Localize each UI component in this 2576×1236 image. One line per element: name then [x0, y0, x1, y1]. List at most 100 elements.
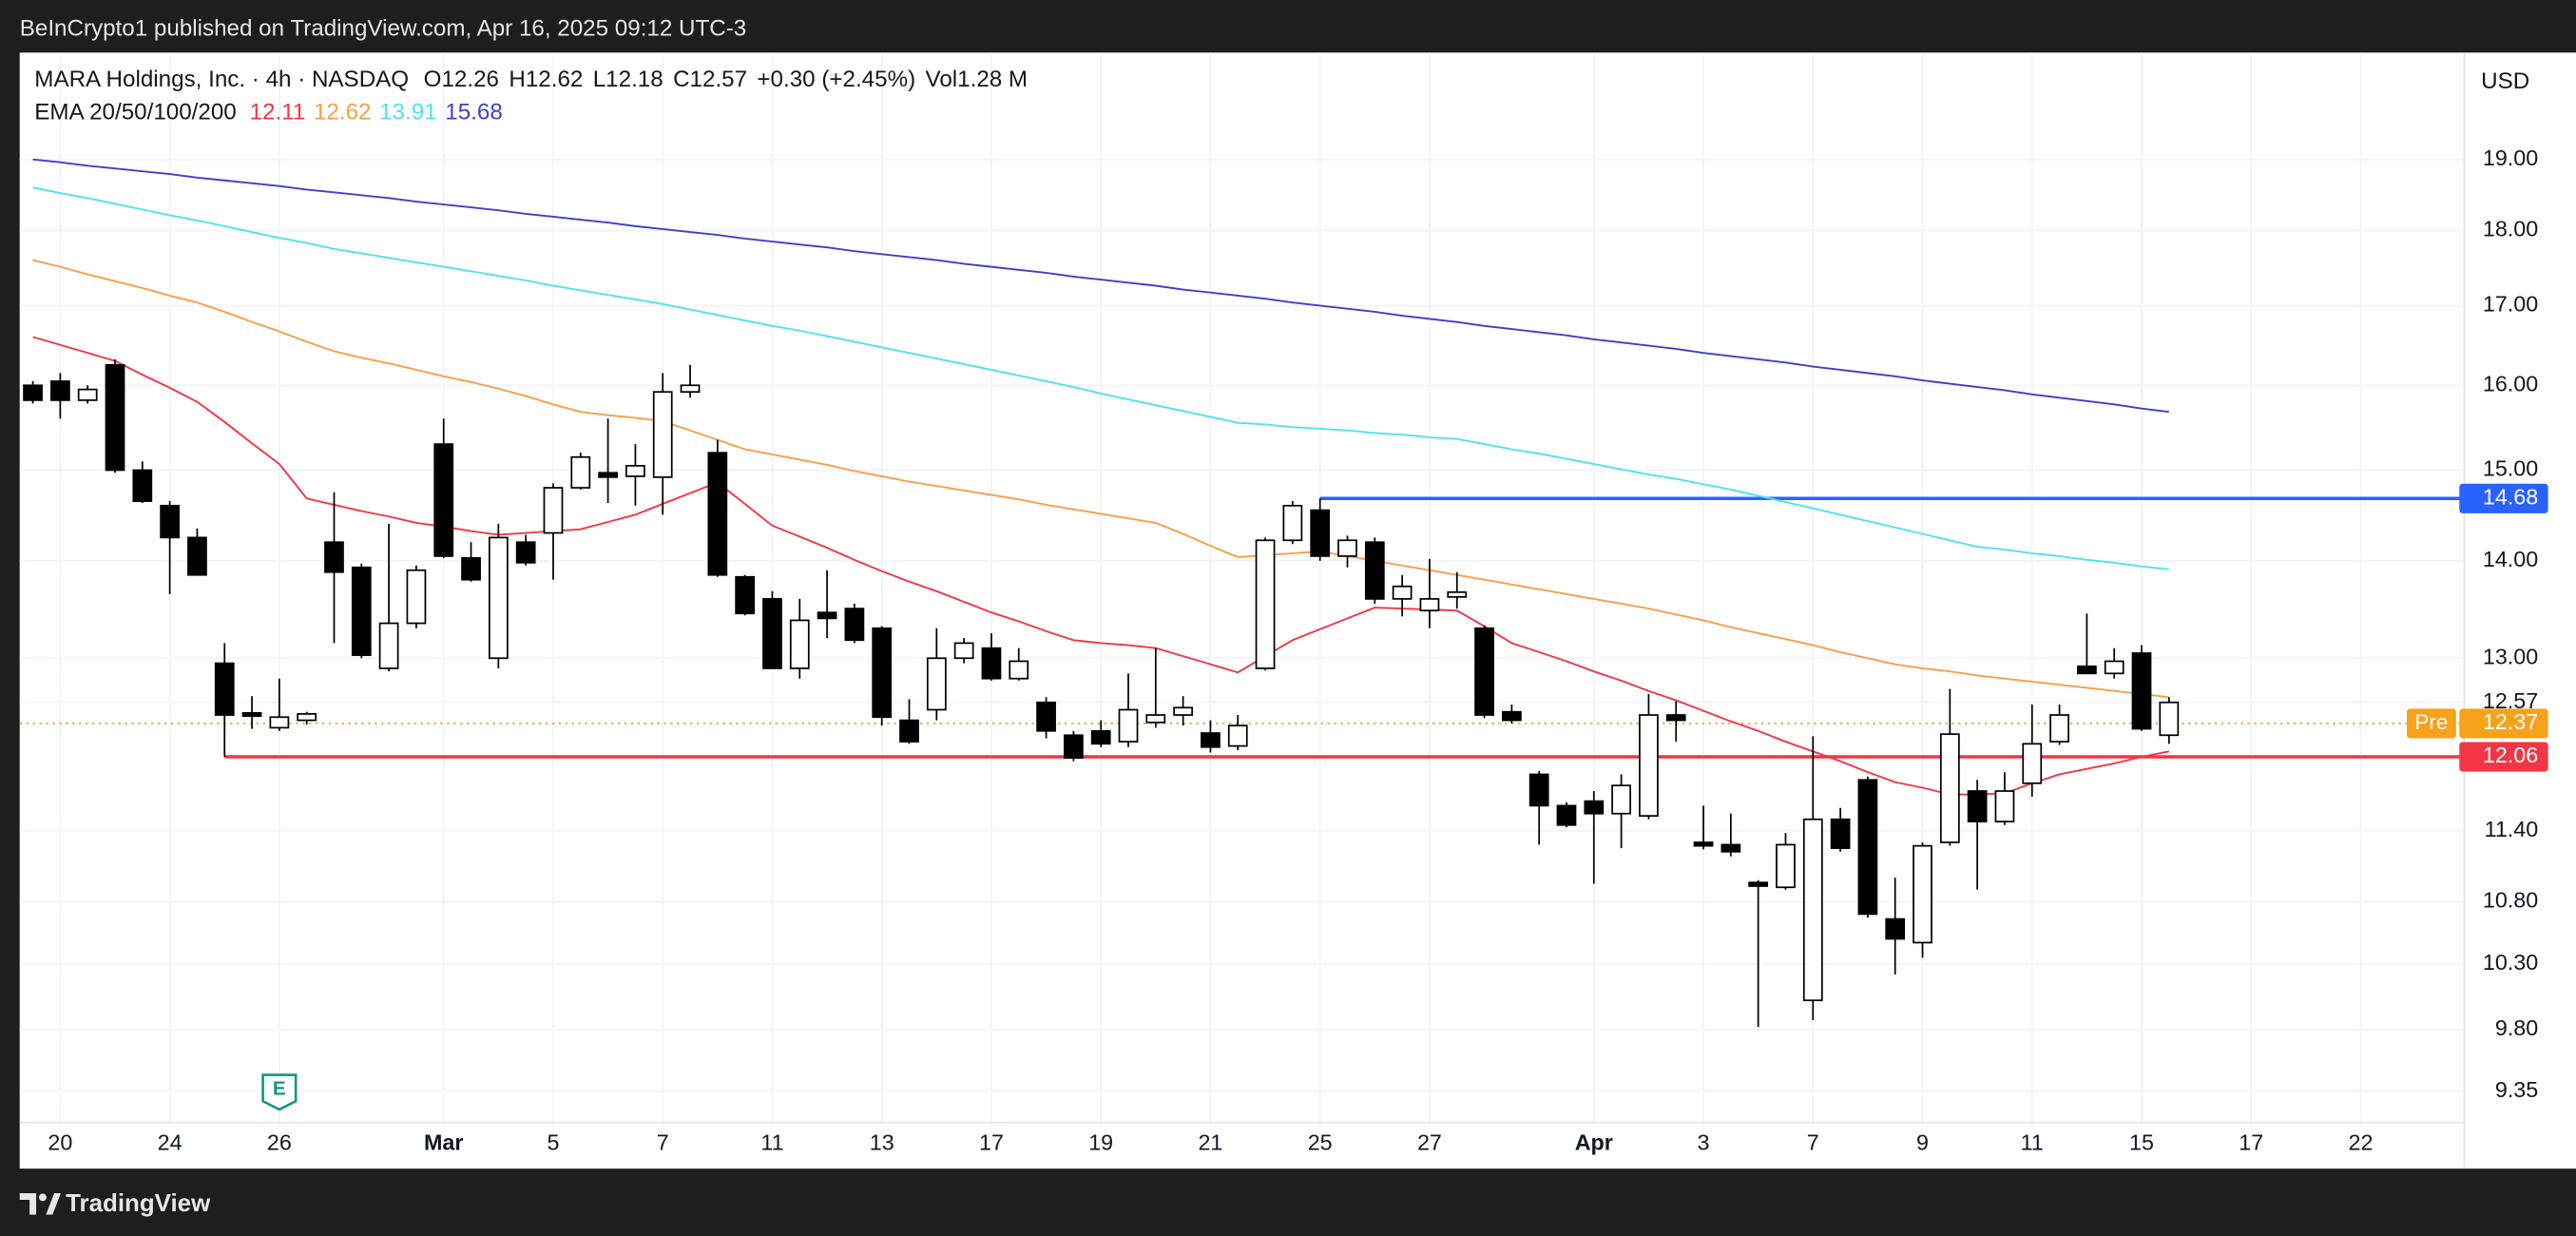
- price-label-box: [2459, 742, 2548, 772]
- ema-line: [32, 158, 2169, 414]
- candle-body: [297, 713, 317, 722]
- event-badge: [261, 1073, 298, 1111]
- candle-body: [214, 662, 235, 716]
- candle-body: [132, 469, 153, 502]
- attribution: BeInCrypto1 published on TradingView.com…: [20, 16, 747, 42]
- candle-body: [570, 455, 591, 489]
- candle-body: [23, 384, 43, 401]
- candle-body: [2131, 652, 2152, 730]
- grid: [19, 52, 2465, 1123]
- candle-body: [1090, 729, 1111, 745]
- candle-body: [872, 627, 893, 719]
- candle-body: [433, 443, 454, 557]
- candle-body: [2104, 660, 2124, 675]
- candle-body: [543, 487, 564, 534]
- legend-close: C12.57: [673, 67, 747, 92]
- candle-body: [1830, 818, 1851, 849]
- candle-body: [1665, 714, 1686, 722]
- x-tick-label: 17: [2239, 1130, 2263, 1154]
- y-tick-label: 10.30: [2483, 950, 2538, 975]
- candle-body: [625, 465, 645, 477]
- price-label-box: [2459, 483, 2548, 513]
- candle-body: [1227, 724, 1248, 747]
- brand-logo: [19, 1193, 61, 1215]
- candle-body: [844, 608, 865, 642]
- logo-shape: [46, 1193, 61, 1215]
- candle-body: [2022, 743, 2043, 784]
- candle-body: [105, 363, 125, 472]
- x-tick-label: 5: [547, 1130, 559, 1154]
- ema-line: [32, 259, 2169, 699]
- x-tick-label: 15: [2129, 1130, 2154, 1154]
- candle-body: [1255, 539, 1276, 669]
- candle-body: [1474, 627, 1494, 716]
- x-tick-label: 7: [1807, 1130, 1819, 1154]
- y-tick-label: 15.00: [2483, 456, 2538, 481]
- candle-body: [1528, 773, 1549, 807]
- candle-body: [1447, 590, 1468, 598]
- x-tick-label: 13: [870, 1130, 894, 1154]
- y-tick-label: 17.00: [2483, 292, 2538, 317]
- y-tick-label: 10.80: [2483, 888, 2538, 913]
- candle-body: [1419, 598, 1440, 612]
- candle-body: [1173, 706, 1193, 716]
- candle-body: [1584, 800, 1605, 815]
- x-tick-label: 25: [1308, 1130, 1333, 1154]
- chart-panel: [19, 52, 2576, 1169]
- indicator-value: 12.11: [250, 100, 306, 126]
- logo-dot: [38, 1193, 47, 1202]
- candle-body: [461, 557, 481, 581]
- x-tick-label: 20: [48, 1130, 72, 1154]
- brand: TradingView: [66, 1190, 211, 1217]
- candle-body: [1501, 710, 1522, 722]
- x-tick-label: Mar: [424, 1130, 463, 1154]
- candle-body: [378, 622, 399, 669]
- currency: USD: [2481, 68, 2529, 94]
- legend-symbol: MARA Holdings, Inc. · 4h · NASDAQ: [34, 67, 409, 92]
- candle-body: [680, 384, 701, 394]
- candle-body: [77, 388, 98, 401]
- candle-body: [515, 541, 536, 564]
- y-tick-label: 14.00: [2483, 547, 2538, 571]
- x-tick-label: 22: [2349, 1130, 2374, 1154]
- candle-body: [1748, 881, 1769, 887]
- price-label: 12.06: [2483, 743, 2538, 767]
- candle-body: [1201, 732, 1221, 748]
- indicator-value: 13.91: [379, 100, 437, 126]
- candle-body: [1913, 844, 1932, 944]
- y-tick-label: 11.40: [2485, 817, 2539, 841]
- candle-body: [789, 619, 810, 669]
- candle-body: [1556, 804, 1577, 826]
- candle-body: [1145, 714, 1166, 724]
- x-tick-label: 17: [979, 1130, 1004, 1154]
- candle-body: [1364, 541, 1385, 600]
- candle-body: [652, 391, 673, 478]
- y-tick-label: 13.00: [2483, 644, 2538, 668]
- candle-body: [1337, 539, 1357, 557]
- event-label: E: [273, 1078, 286, 1100]
- price-label-box: [2459, 708, 2548, 739]
- y-tick-label: 16.00: [2483, 371, 2538, 396]
- candle-body: [241, 711, 262, 717]
- x-tick-label: 7: [657, 1130, 669, 1154]
- candle-body: [1885, 917, 1906, 940]
- x-tick-label: 11: [760, 1130, 783, 1154]
- legend-change: +0.30 (+2.45%): [757, 67, 915, 92]
- x-tick-label: 26: [267, 1130, 292, 1154]
- candle-body: [1994, 790, 2015, 823]
- price-tag: Pre: [2414, 710, 2448, 734]
- candle-body: [324, 541, 344, 573]
- x-tick-label: 21: [1198, 1130, 1222, 1154]
- candle-body: [2077, 665, 2097, 675]
- candle-body: [1036, 701, 1056, 732]
- x-tick-label: 19: [1088, 1130, 1113, 1154]
- candle-body: [2049, 714, 2069, 743]
- candle-body: [1939, 733, 1960, 843]
- x-tick-label: 9: [1916, 1130, 1929, 1154]
- candle-body: [160, 504, 180, 539]
- x-tick-label: 3: [1698, 1130, 1710, 1154]
- y-tick-label: 9.80: [2495, 1015, 2538, 1040]
- candle-body: [1310, 509, 1331, 557]
- y-tick-label: 18.00: [2483, 217, 2538, 241]
